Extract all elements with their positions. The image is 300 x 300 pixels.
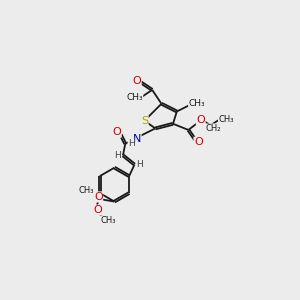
Text: H: H bbox=[136, 160, 143, 169]
Text: CH₃: CH₃ bbox=[189, 99, 205, 108]
Text: CH₃: CH₃ bbox=[100, 216, 116, 225]
Text: O: O bbox=[196, 115, 205, 125]
Text: H: H bbox=[128, 139, 135, 148]
Text: O: O bbox=[94, 192, 103, 202]
Text: S: S bbox=[141, 116, 148, 126]
Text: CH₃: CH₃ bbox=[218, 115, 234, 124]
Text: O: O bbox=[194, 137, 203, 147]
Text: N: N bbox=[133, 134, 141, 144]
Text: H: H bbox=[114, 151, 121, 160]
Text: O: O bbox=[112, 127, 121, 137]
Text: O: O bbox=[94, 205, 103, 215]
Text: CH₂: CH₂ bbox=[205, 124, 221, 133]
Text: O: O bbox=[132, 76, 141, 86]
Text: CH₃: CH₃ bbox=[78, 186, 94, 195]
Text: CH₃: CH₃ bbox=[126, 93, 143, 102]
